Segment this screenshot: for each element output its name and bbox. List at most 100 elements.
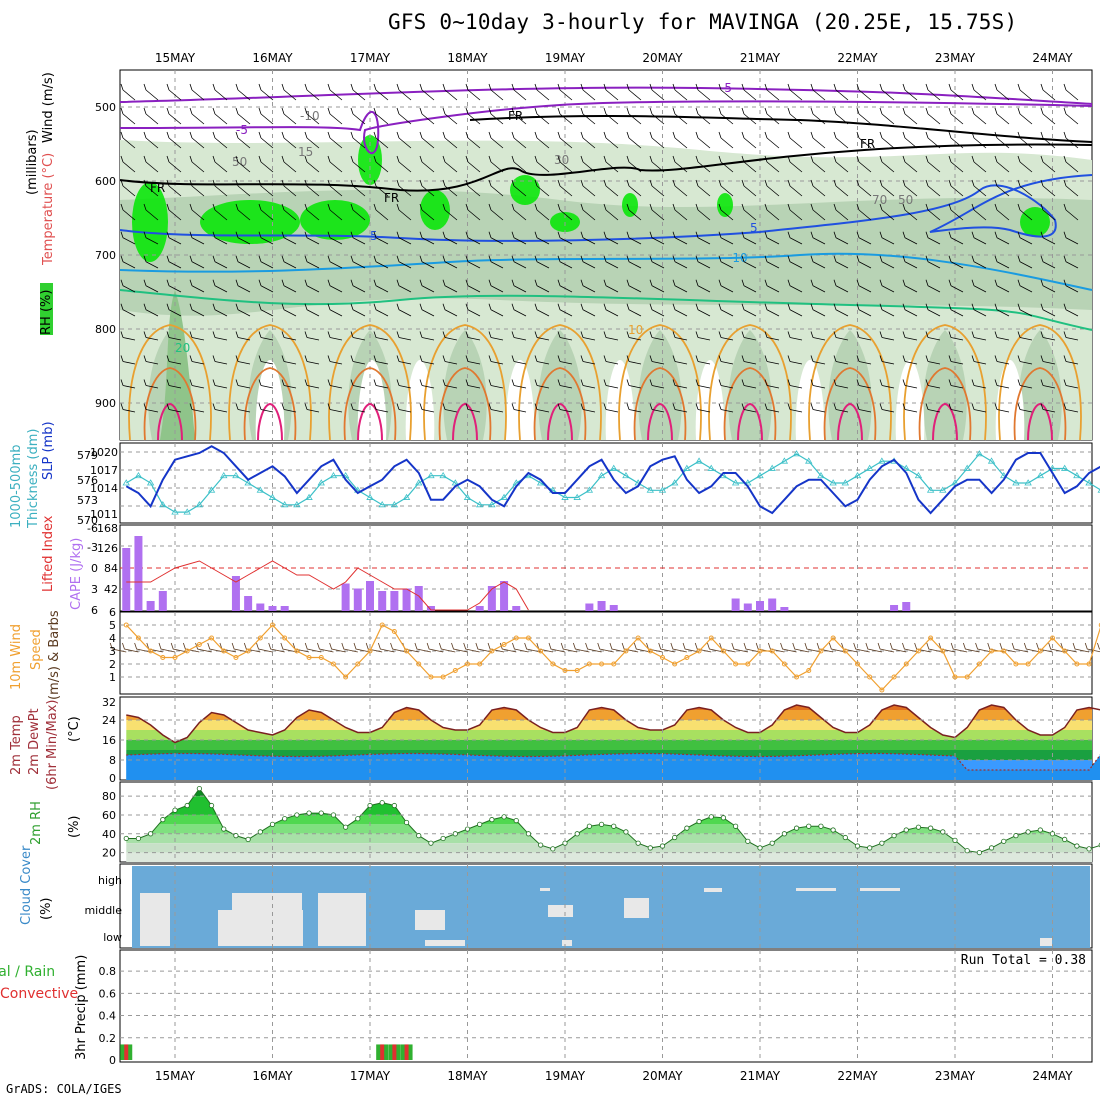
wind-barb: [373, 107, 389, 125]
rh2m-panel: 80 60 40 20: [102, 781, 1100, 863]
wind-barb: [672, 303, 688, 317]
wind-barb: [350, 303, 366, 317]
cape-bar: [768, 598, 777, 611]
wind-speed-point: [842, 648, 848, 654]
wind-barb: [741, 403, 757, 413]
date-label-top: 17MAY: [350, 51, 391, 65]
wind-barb: [281, 155, 297, 173]
thickness-marker: [670, 479, 679, 486]
thickness-marker: [1024, 479, 1032, 486]
wind-speed-point: [538, 648, 544, 654]
rh-legend-swatch: [40, 283, 53, 335]
temp-band: [126, 710, 1092, 720]
wind-barb: [948, 355, 964, 365]
wind-barb: [626, 179, 642, 197]
cape-bar: [146, 601, 155, 611]
wind-barb: [626, 279, 642, 293]
wind-barb: [327, 331, 343, 341]
wind-barb: [557, 155, 573, 173]
thickness-label-2: Thickness (dm): [26, 429, 41, 529]
thickness-marker: [366, 493, 374, 500]
wind-barb: [626, 379, 642, 389]
wind-barb: [143, 355, 159, 365]
wind-barb: [649, 355, 665, 365]
cloud-unit: (%): [39, 898, 54, 921]
wind-barb-10m: [914, 642, 931, 653]
y-tick-label: -6: [87, 522, 98, 535]
wind-speed-point: [720, 648, 726, 654]
wind-barb: [511, 83, 527, 101]
wind-barb: [258, 231, 274, 245]
cloud-block: [232, 893, 302, 910]
temp-band: [126, 730, 1092, 740]
wind-barb-10m: [585, 642, 602, 653]
temp-contour-20: [618, 324, 702, 441]
wind-barb: [465, 331, 481, 341]
wind-barb: [603, 231, 619, 245]
wind-barb: [396, 231, 412, 245]
wind-speed-point: [172, 655, 178, 660]
temp-contour-30: [157, 402, 183, 441]
wind-barb: [672, 403, 688, 413]
wind-speed-point: [830, 635, 836, 641]
wind-barb: [327, 203, 343, 221]
wind-barb: [810, 355, 826, 365]
wind-barb: [764, 231, 780, 245]
wind-barb: [281, 255, 297, 269]
wind-barb: [166, 255, 182, 269]
wind-barb: [166, 403, 182, 413]
thickness-marker: [329, 471, 338, 479]
wind-barb: [902, 403, 918, 413]
wind-barb: [649, 303, 665, 317]
wind-barb: [833, 131, 849, 149]
temp-contour-20: [808, 324, 892, 441]
y-tick-label: 8: [109, 754, 116, 767]
wind-barb: [557, 255, 573, 269]
wind-barb-10m: [243, 642, 261, 653]
wind-barb: [994, 255, 1010, 269]
wind-barb: [258, 331, 274, 341]
contour-label: -5: [720, 81, 732, 95]
wind-barb: [902, 83, 918, 101]
temp-contour-20: [708, 324, 792, 441]
wind-barb: [396, 379, 412, 389]
wind-barb: [787, 107, 803, 125]
wind-barb: [258, 83, 274, 101]
wind-barb: [994, 155, 1010, 173]
wind-barb: [879, 403, 895, 413]
wind-barb: [166, 231, 182, 245]
y-tick-label: 600: [95, 175, 116, 188]
rh2m-point: [1001, 838, 1007, 844]
y-tick-label: 168: [97, 522, 118, 535]
wind-barb: [925, 231, 941, 245]
wind-barb: [534, 255, 550, 269]
temp-contour-25: [143, 367, 197, 441]
wind-barb: [235, 203, 251, 221]
wind-barb: [810, 279, 826, 293]
wind-barb: [810, 107, 826, 125]
wind-barb: [580, 155, 596, 173]
wind-barb: [1063, 107, 1079, 125]
thickness-marker: [829, 479, 837, 486]
wind-speed-point: [221, 648, 227, 654]
wind-barb: [442, 403, 458, 413]
wind-barb: [258, 155, 274, 173]
rh2m-point: [306, 810, 312, 816]
wind-barb-10m: [487, 642, 505, 653]
rh2m-point: [891, 833, 897, 839]
precip-bar-convective: [380, 1044, 385, 1060]
wind-barb: [695, 107, 711, 125]
wind-barb: [419, 203, 435, 221]
wind-barb: [879, 303, 895, 317]
wind-barb: [350, 331, 366, 341]
wind-speed-point: [989, 648, 995, 654]
thickness-marker: [293, 501, 301, 508]
rh2m-point: [513, 817, 519, 824]
wind-barb: [166, 107, 182, 125]
wind-barb: [603, 379, 619, 389]
wind-speed-point: [623, 648, 629, 654]
wind-barb: [166, 355, 182, 365]
thickness-marker: [390, 501, 399, 508]
wind-speed-point: [233, 655, 239, 660]
wind-barb-10m: [621, 642, 639, 653]
